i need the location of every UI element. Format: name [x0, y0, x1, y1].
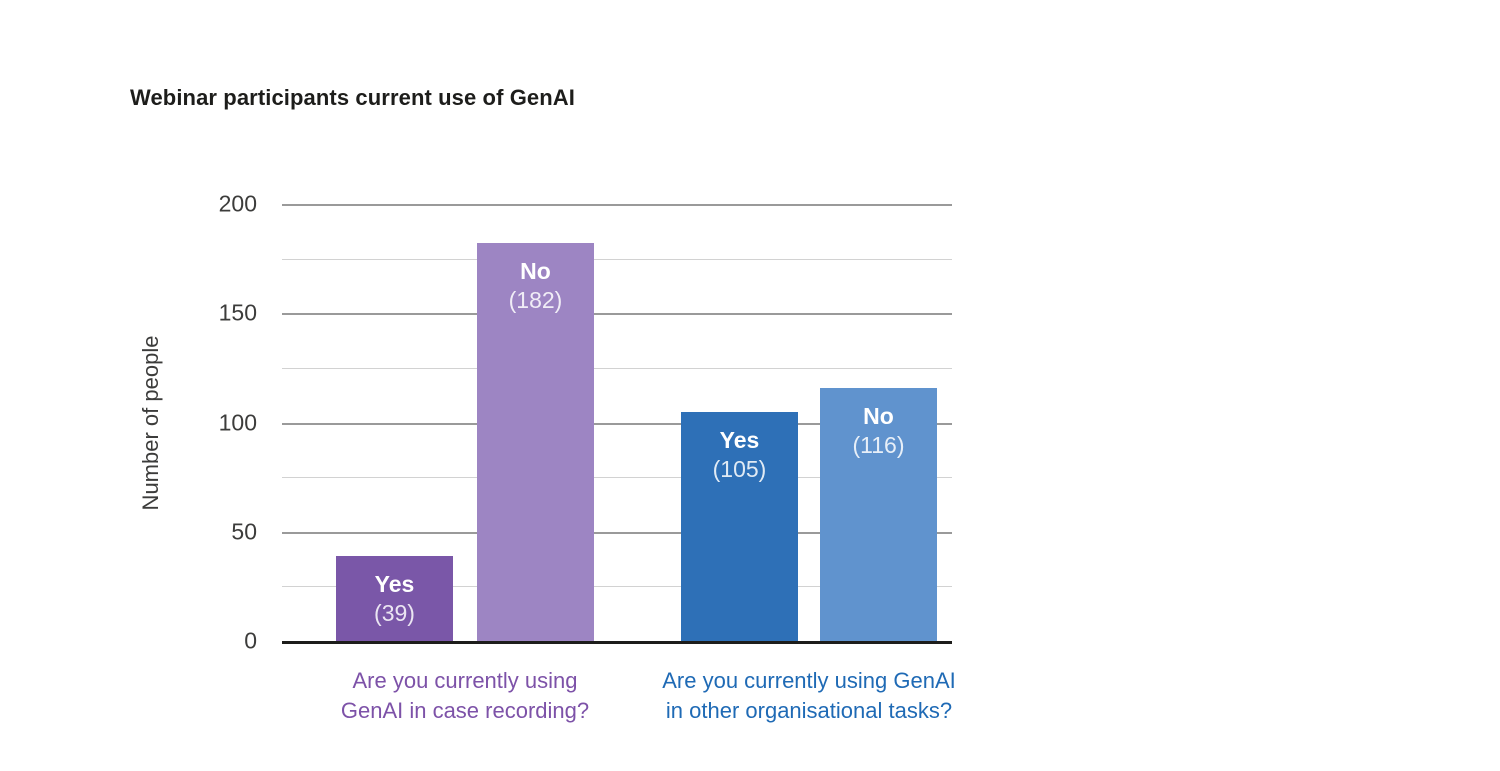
x-axis-question-label: Are you currently using GenAI in other or… — [619, 666, 999, 726]
bar-value-label: (182) — [508, 287, 563, 314]
bar-answer-label: Yes — [374, 570, 415, 597]
minor-gridline — [282, 586, 952, 588]
minor-gridline — [282, 258, 952, 260]
minor-gridline — [282, 367, 952, 369]
bar-yes-group2: Yes (105) — [681, 411, 798, 641]
chart-title: Webinar participants current use of GenA… — [130, 85, 576, 110]
y-tick-label: 0 — [244, 627, 257, 654]
x-axis-question-line: Are you currently using — [352, 668, 578, 693]
x-axis-question-line: GenAI in case recording? — [340, 698, 590, 723]
x-axis-question-line: Are you currently using GenAI — [662, 668, 956, 693]
y-axis-title: Number of people — [138, 335, 163, 510]
x-axis-question-line: in other organisational tasks? — [665, 698, 953, 723]
major-gridline — [282, 531, 952, 534]
x-axis-line — [282, 641, 952, 644]
bar-yes-group1: Yes (39) — [336, 555, 453, 641]
major-gridline — [282, 204, 952, 206]
y-tick-label: 150 — [218, 299, 257, 326]
y-tick-label: 50 — [231, 518, 257, 545]
bar-answer-label: No — [520, 258, 551, 285]
major-gridline — [282, 313, 952, 316]
bar-value-label: (105) — [712, 455, 767, 482]
y-tick-label: 200 — [218, 190, 257, 217]
bar-value-label: (39) — [374, 599, 415, 626]
bar-answer-label: No — [863, 402, 894, 429]
bar-answer-label: Yes — [719, 426, 760, 453]
major-gridline — [282, 422, 952, 425]
x-axis-question-label: Are you currently using GenAI in case rec… — [275, 666, 655, 726]
bar-value-label: (116) — [852, 431, 905, 458]
minor-gridline — [282, 477, 952, 479]
bar-no-group2: No (116) — [820, 387, 937, 641]
bar-no-group1: No (182) — [477, 243, 594, 641]
y-tick-label: 100 — [218, 409, 257, 435]
